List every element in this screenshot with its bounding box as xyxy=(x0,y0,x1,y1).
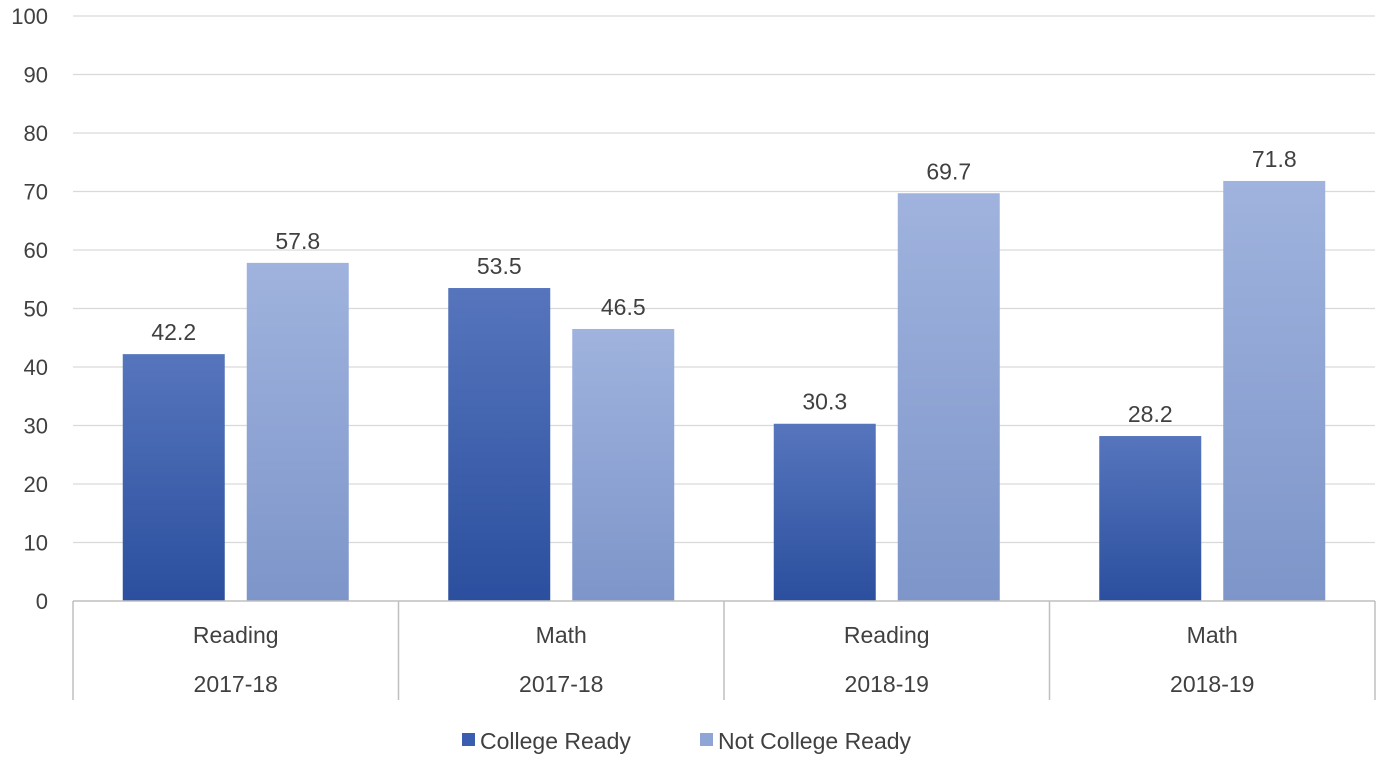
legend-label: Not College Ready xyxy=(718,728,912,754)
bar-not-college-ready xyxy=(246,262,349,601)
data-label: 28.2 xyxy=(1128,401,1173,427)
legend: College Ready Not College Ready xyxy=(462,728,912,754)
y-tick-label: 70 xyxy=(24,180,48,205)
bar-not-college-ready xyxy=(1223,180,1326,601)
y-tick-label: 0 xyxy=(36,589,48,614)
data-label: 69.7 xyxy=(926,158,971,184)
legend-swatch xyxy=(462,733,475,746)
data-label: 42.2 xyxy=(151,319,196,345)
y-tick-label: 20 xyxy=(24,472,48,497)
data-label: 57.8 xyxy=(275,228,320,254)
data-label: 53.5 xyxy=(477,253,522,279)
x-category-label: Math xyxy=(1187,622,1238,648)
bar-not-college-ready xyxy=(897,193,1000,601)
x-category-label: Math xyxy=(536,622,587,648)
data-labels: 42.2 53.5 30.3 28.2 57.8 46.5 69.7 71.8 xyxy=(151,146,1296,427)
bars xyxy=(122,180,1326,601)
y-tick-label: 30 xyxy=(24,414,48,439)
bar-not-college-ready xyxy=(572,328,675,601)
legend-swatch xyxy=(700,733,713,746)
y-tick-label: 50 xyxy=(24,297,48,322)
y-tick-label: 10 xyxy=(24,531,48,556)
bar-college-ready xyxy=(1099,436,1202,601)
x-category-label: Reading xyxy=(193,622,279,648)
data-label: 30.3 xyxy=(802,389,847,415)
x-category-label: Reading xyxy=(844,622,930,648)
bar-college-ready xyxy=(448,288,551,601)
data-label: 71.8 xyxy=(1252,146,1297,172)
y-axis-ticks: 0 10 20 30 40 50 60 70 80 90 100 xyxy=(11,4,48,614)
x-axis: Reading 2017-18 Math 2017-18 Reading 2018-19 M… xyxy=(72,600,1376,700)
x-group-label: 2018-19 xyxy=(1170,671,1254,697)
bar-college-ready xyxy=(122,354,225,601)
y-tick-label: 40 xyxy=(24,355,48,380)
legend-label: College Ready xyxy=(480,728,631,754)
bar-college-ready xyxy=(773,423,876,601)
y-tick-label: 90 xyxy=(24,63,48,88)
y-tick-label: 60 xyxy=(24,238,48,263)
y-tick-label: 100 xyxy=(11,4,48,29)
x-group-label: 2018-19 xyxy=(845,671,929,697)
x-group-label: 2017-18 xyxy=(519,671,603,697)
data-label: 46.5 xyxy=(601,294,646,320)
x-group-label: 2017-18 xyxy=(194,671,278,697)
y-tick-label: 80 xyxy=(24,121,48,146)
